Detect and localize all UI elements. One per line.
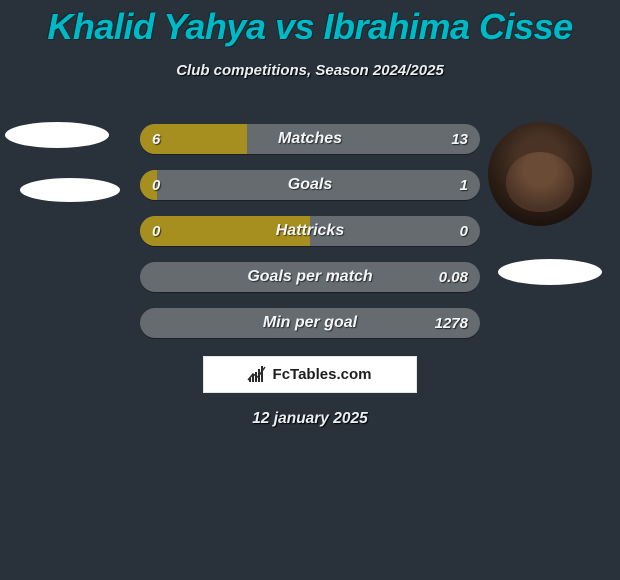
- stat-label: Goals per match: [140, 262, 480, 292]
- avatar-left-placeholder-2: [20, 178, 120, 202]
- stat-row: Matches6 13: [140, 124, 480, 154]
- stat-row: Goals0 1: [140, 170, 480, 200]
- avatar-right: [488, 122, 592, 226]
- stat-label: Min per goal: [140, 308, 480, 338]
- stat-value-right: 0: [460, 216, 468, 246]
- logo-text: FcTables.com: [273, 366, 372, 383]
- stat-value-right: 1: [460, 170, 468, 200]
- page-title: Khalid Yahya vs Ibrahima Cisse: [0, 0, 620, 48]
- stat-row: Goals per match0.08: [140, 262, 480, 292]
- stat-value-right: 1278: [435, 308, 468, 338]
- stat-bars: Matches613Goals01Hattricks00Goals per ma…: [140, 124, 480, 354]
- stat-row: Min per goal1278: [140, 308, 480, 338]
- avatar-left-placeholder-1: [5, 122, 109, 148]
- stat-label: Hattricks: [140, 216, 480, 246]
- logo-line-icon: [247, 365, 267, 383]
- subtitle: Club competitions, Season 2024/2025: [0, 62, 620, 79]
- stat-value-right: 0.08: [439, 262, 468, 292]
- stat-value-left: 0: [152, 216, 160, 246]
- logo-box: FcTables.com: [203, 356, 417, 393]
- stat-value-left: 6: [152, 124, 160, 154]
- stat-value-right: 13: [451, 124, 468, 154]
- avatar-right-shadow: [498, 259, 602, 285]
- stat-value-left: 0: [152, 170, 160, 200]
- stat-row: Hattricks0 0: [140, 216, 480, 246]
- date-label: 12 january 2025: [0, 410, 620, 428]
- stat-label: Matches: [140, 124, 480, 154]
- stat-label: Goals: [140, 170, 480, 200]
